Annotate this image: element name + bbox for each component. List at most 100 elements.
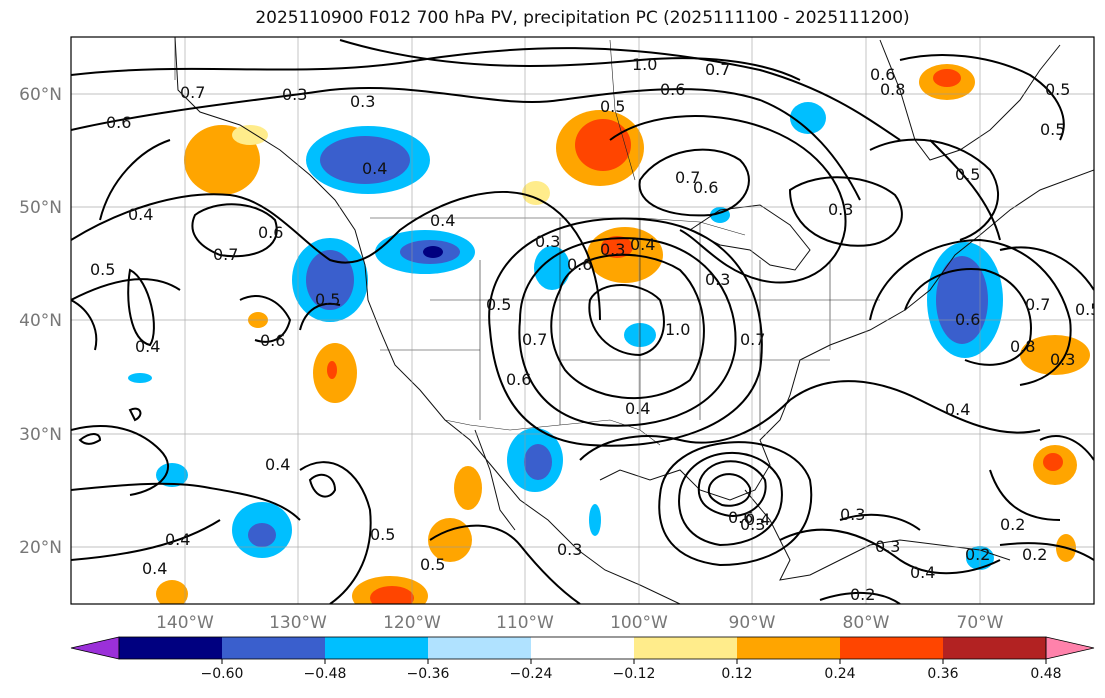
svg-text:0.5: 0.5	[90, 260, 115, 279]
svg-text:1.0: 1.0	[665, 320, 690, 339]
svg-text:0.2: 0.2	[965, 545, 990, 564]
map-frame	[70, 36, 1095, 605]
contour-labels: 0.3 0.3 0.5 0.6 1.0 0.7 0.5 0.6 0.4 0.4 …	[90, 55, 1100, 604]
colorbar-swatch	[634, 637, 738, 659]
svg-text:0.7: 0.7	[705, 60, 730, 79]
colorbar-tick-label: 0.36	[927, 666, 958, 682]
svg-text:0.5: 0.5	[1075, 300, 1100, 319]
svg-text:0.2: 0.2	[1022, 545, 1047, 564]
svg-text:0.4: 0.4	[745, 510, 770, 529]
svg-text:0.7: 0.7	[740, 330, 765, 349]
lat-label: 50°N	[19, 198, 62, 218]
precipitation-shading	[128, 64, 1090, 604]
svg-text:0.2: 0.2	[1000, 515, 1025, 534]
colorbar-swatch	[119, 637, 223, 659]
latitude-labels: 60°N 50°N 40°N 30°N 20°N	[19, 85, 62, 558]
svg-text:0.6: 0.6	[258, 223, 283, 242]
svg-text:0.6: 0.6	[260, 331, 285, 350]
colorbar-extend-low	[70, 636, 120, 660]
colorbar-tick-label: −0.36	[407, 666, 450, 682]
svg-text:1.0: 1.0	[632, 55, 657, 74]
svg-text:0.4: 0.4	[265, 455, 290, 474]
svg-text:0.5: 0.5	[315, 290, 340, 309]
svg-text:0.3: 0.3	[350, 92, 375, 111]
svg-text:0.3: 0.3	[705, 270, 730, 289]
svg-text:0.4: 0.4	[362, 159, 387, 178]
svg-text:0.6: 0.6	[567, 255, 592, 274]
svg-text:0.3: 0.3	[557, 540, 582, 559]
svg-text:0.7: 0.7	[180, 83, 205, 102]
svg-text:0.3: 0.3	[282, 85, 307, 104]
lat-label: 40°N	[19, 311, 62, 331]
svg-text:0.7: 0.7	[213, 245, 238, 264]
svg-text:0.3: 0.3	[1050, 350, 1075, 369]
colorbar-swatch	[531, 637, 635, 659]
svg-text:0.8: 0.8	[1010, 337, 1035, 356]
svg-text:0.4: 0.4	[625, 399, 650, 418]
lon-label: 130°W	[269, 613, 327, 633]
colorbar-tick-label: −0.12	[613, 666, 656, 682]
pv-contours	[71, 39, 1094, 604]
svg-text:0.4: 0.4	[135, 337, 160, 356]
svg-text:0.7: 0.7	[522, 330, 547, 349]
svg-text:0.3: 0.3	[535, 232, 560, 251]
colorbar-swatch	[840, 637, 944, 659]
colorbar-swatch	[325, 637, 429, 659]
colorbar-tick-label: 0.24	[824, 666, 855, 682]
colorbar: −0.60 −0.48 −0.36 −0.24 −0.12 0.12 0.24 0.36 0.4…	[70, 636, 1095, 682]
colorbar-swatch	[737, 637, 841, 659]
lat-label: 30°N	[19, 425, 62, 445]
colorbar-tick-label: −0.48	[304, 666, 347, 682]
colorbar-tick-label: −0.60	[201, 666, 244, 682]
colorbar-swatch	[428, 637, 532, 659]
lon-label: 120°W	[383, 613, 441, 633]
lon-label: 80°W	[843, 613, 890, 633]
lon-label: 90°W	[729, 613, 776, 633]
svg-text:0.5: 0.5	[955, 165, 980, 184]
svg-text:0.5: 0.5	[486, 295, 511, 314]
svg-text:0.5: 0.5	[420, 555, 445, 574]
svg-text:0.4: 0.4	[630, 235, 655, 254]
svg-text:0.5: 0.5	[370, 525, 395, 544]
colorbar-swatch	[222, 637, 326, 659]
svg-text:0.7: 0.7	[675, 168, 700, 187]
political-borders	[174, 37, 880, 446]
svg-text:0.7: 0.7	[1025, 295, 1050, 314]
svg-text:0.6: 0.6	[870, 65, 895, 84]
lon-label: 140°W	[156, 613, 214, 633]
lon-label: 110°W	[496, 613, 554, 633]
svg-text:0.3: 0.3	[828, 200, 853, 219]
svg-text:0.2: 0.2	[850, 585, 875, 604]
colorbar-swatch	[943, 637, 1047, 659]
lat-label: 20°N	[19, 538, 62, 558]
svg-text:0.8: 0.8	[880, 80, 905, 99]
colorbar-extend-high	[1045, 636, 1095, 660]
svg-text:0.5: 0.5	[1040, 120, 1065, 139]
svg-text:0.4: 0.4	[142, 559, 167, 578]
svg-text:0.6: 0.6	[693, 178, 718, 197]
colorbar-tick-label: −0.24	[510, 666, 553, 682]
svg-text:0.3: 0.3	[840, 505, 865, 524]
svg-text:0.4: 0.4	[165, 530, 190, 549]
lon-label: 70°W	[957, 613, 1004, 633]
svg-text:0.6: 0.6	[660, 80, 685, 99]
lat-label: 60°N	[19, 85, 62, 105]
svg-text:0.6: 0.6	[728, 508, 753, 527]
svg-text:0.4: 0.4	[128, 205, 153, 224]
lon-label: 100°W	[610, 613, 668, 633]
svg-text:0.4: 0.4	[910, 563, 935, 582]
map-title: 2025110900 F012 700 hPa PV, precipitatio…	[255, 8, 910, 28]
svg-text:0.3: 0.3	[875, 537, 900, 556]
svg-text:0.3: 0.3	[600, 240, 625, 259]
svg-text:0.6: 0.6	[506, 370, 531, 389]
svg-text:0.6: 0.6	[106, 113, 131, 132]
colorbar-frame	[118, 636, 1047, 660]
longitude-labels: 140°W 130°W 120°W 110°W 100°W 90°W 80°W …	[156, 613, 1004, 633]
colorbar-tick-label: 0.12	[721, 666, 752, 682]
map-area: 0.3 0.3 0.5 0.6 1.0 0.7 0.5 0.6 0.4 0.4 …	[71, 37, 1100, 604]
svg-text:0.6: 0.6	[955, 310, 980, 329]
colorbar-tick-label: 0.48	[1030, 666, 1061, 682]
svg-text:0.5: 0.5	[1045, 80, 1070, 99]
svg-text:0.4: 0.4	[430, 211, 455, 230]
